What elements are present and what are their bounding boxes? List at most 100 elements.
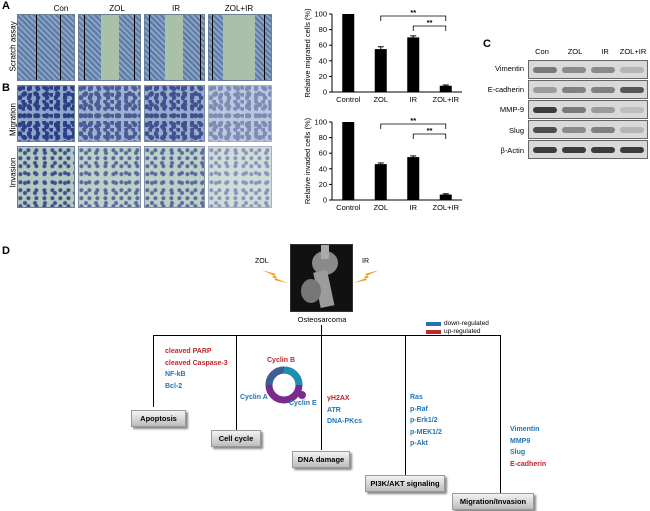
- legend-down-swatch: [426, 322, 441, 326]
- dna-damage-items: γH2AX ATR DNA-PKcs: [327, 393, 362, 428]
- zol-lightning-icon: [262, 270, 288, 283]
- y-tick-label: 0: [323, 196, 327, 205]
- significance-bracket: [380, 123, 447, 129]
- significance-bracket: [412, 25, 447, 31]
- wb-label-e-cadherin: E-cadherin: [487, 85, 524, 94]
- y-tick-label: 20: [319, 72, 327, 81]
- wb-strip-vimentin: [528, 60, 648, 79]
- column-label-con: Con: [53, 4, 69, 13]
- legend-down-label: down-regulated: [444, 320, 489, 327]
- apoptosis-item: NF-kB: [165, 371, 186, 378]
- apoptosis-item: cleaved Caspase-3: [165, 359, 228, 367]
- bar: [407, 37, 420, 92]
- cyclin-a-label: Cyclin A: [240, 394, 268, 401]
- apoptosis-item: cleaved PARP: [165, 348, 212, 355]
- x-tick-label: ZOL+IR: [433, 95, 460, 104]
- pi3k-box: PI3K/AKT signaling: [365, 475, 445, 492]
- wb-lane-zol-ir: ZOL+IR: [619, 47, 647, 56]
- legend-up-label: up-regulated: [444, 328, 481, 335]
- y-tick-label: 100: [314, 118, 327, 127]
- bar: [439, 194, 452, 200]
- migration-image-zol-ir: [208, 85, 272, 142]
- cyclin-e-label: Cyclin E: [289, 400, 317, 407]
- y-tick-label: 60: [319, 149, 327, 158]
- pi3k-item: p-Erk1/2: [410, 417, 438, 424]
- wb-strip-beta-actin: [528, 140, 648, 159]
- ir-label: IR: [362, 258, 369, 265]
- panel-a-letter: A: [2, 0, 10, 12]
- wb-label-vimentin: Vimentin: [494, 64, 524, 73]
- pi3k-item: p-Akt: [410, 440, 428, 447]
- wb-strip-e-cadherin: [528, 80, 648, 99]
- y-tick-label: 40: [319, 56, 327, 65]
- x-tick-label: IR: [410, 95, 418, 104]
- y-tick-label: 0: [323, 88, 327, 97]
- wb-strip-mmp9: [528, 100, 648, 119]
- bar: [342, 122, 355, 200]
- panel-c-letter: C: [483, 38, 491, 50]
- xray-image: [290, 244, 353, 312]
- wb-lane-ir: IR: [601, 47, 609, 56]
- wb-label-slug: Slug: [508, 126, 524, 135]
- wb-label-mmp9: MMP-9: [499, 105, 524, 114]
- significance-bracket: [412, 133, 447, 139]
- column-label-zol: ZOL: [109, 4, 125, 13]
- x-tick-label: ZOL: [373, 203, 388, 212]
- migration-image-ir: [144, 85, 205, 142]
- x-tick-label: ZOL: [373, 95, 388, 104]
- migration-items: Vimentin MMP9 Slug E-cadherin: [510, 424, 546, 470]
- cell-cycle-box: Cell cycle: [211, 430, 261, 447]
- x-tick-label: IR: [410, 203, 418, 212]
- pi3k-item: Ras: [410, 394, 423, 401]
- y-tick-label: 100: [314, 10, 327, 19]
- x-tick-label: Control: [336, 95, 361, 104]
- apoptosis-box: Apoptosis: [131, 410, 186, 427]
- invasion-image-zol-ir: [208, 146, 272, 208]
- panel-b-letter: B: [2, 82, 10, 94]
- migration-image-con: [17, 85, 75, 142]
- dna-damage-box: DNA damage: [292, 451, 350, 468]
- osteosarcoma-label: Osteosarcoma: [297, 315, 347, 324]
- significance-label: **: [427, 126, 433, 135]
- wb-lane-con: Con: [535, 47, 549, 56]
- pi3k-item: p-MEK1/2: [410, 428, 442, 436]
- bar: [439, 85, 452, 92]
- y-tick-label: 40: [319, 164, 327, 173]
- column-label-ir: IR: [172, 4, 180, 13]
- dna-damage-item: DNA-PKcs: [327, 418, 363, 425]
- dna-damage-item: ATR: [327, 406, 341, 414]
- scratch-image-con: [17, 14, 75, 81]
- ir-lightning-icon: [353, 270, 379, 283]
- significance-label: **: [410, 8, 416, 17]
- scratch-image-ir: [144, 14, 205, 81]
- y-tick-label: 80: [319, 133, 327, 142]
- bar: [374, 164, 387, 200]
- cyclin-b-label: Cyclin B: [267, 357, 296, 364]
- x-tick-label: Control: [336, 203, 361, 212]
- significance-label: **: [410, 116, 416, 125]
- significance-label: **: [427, 18, 433, 27]
- bar: [407, 157, 420, 200]
- legend-up-swatch: [426, 330, 441, 334]
- scratch-image-zol-ir: [208, 14, 272, 81]
- zol-label: ZOL: [255, 258, 269, 265]
- bar: [374, 49, 387, 92]
- invasion-image-zol: [78, 146, 141, 208]
- wb-label-beta-actin: β-Actin: [500, 146, 525, 155]
- x-tick-label: ZOL+IR: [433, 203, 460, 212]
- scratch-image-zol: [78, 14, 141, 81]
- y-tick-label: 20: [319, 180, 327, 189]
- dna-damage-item: γH2AX: [327, 395, 350, 402]
- invasion-image-con: [17, 146, 75, 208]
- invasion-image-ir: [144, 146, 205, 208]
- apoptosis-items: cleaved PARP cleaved Caspase-3 NF-kB Bcl…: [165, 346, 228, 392]
- pi3k-item: p-Raf: [410, 405, 428, 413]
- bar: [342, 14, 355, 92]
- column-label-zol-ir: ZOL+IR: [224, 4, 254, 13]
- y-axis-label: Relative migrated cells (%): [303, 8, 312, 98]
- cell-cycle-icon: [265, 366, 306, 404]
- migration-item: MMP9: [510, 437, 531, 445]
- migration-item: Vimentin: [510, 426, 540, 433]
